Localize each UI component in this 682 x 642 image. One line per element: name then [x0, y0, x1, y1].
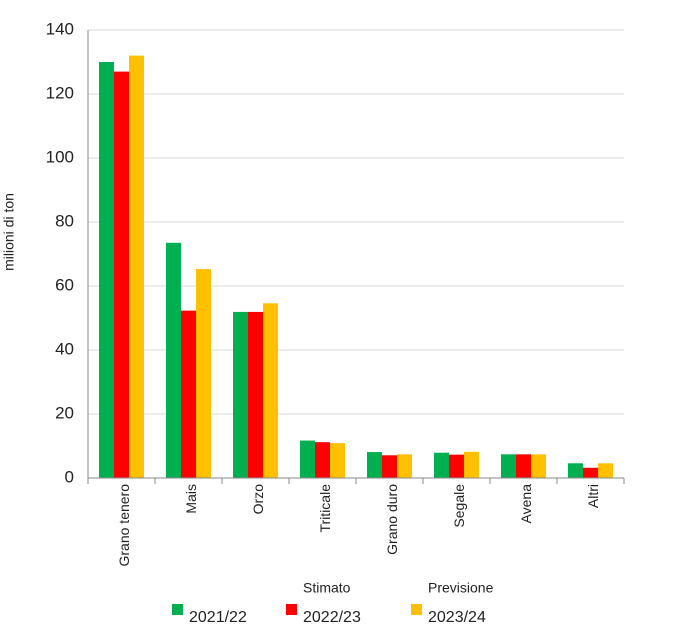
- bar: [315, 442, 330, 478]
- x-tick-label: Mais: [183, 484, 199, 514]
- bar: [330, 443, 345, 478]
- legend-label: 2023/24: [428, 609, 486, 626]
- bar: [367, 452, 382, 478]
- bar: [382, 455, 397, 478]
- legend-label: 2022/23: [303, 609, 361, 626]
- legend-label: 2021/22: [189, 609, 247, 626]
- bar: [99, 62, 114, 478]
- y-axis-label: milioni di ton: [1, 193, 17, 271]
- y-tick-label: 20: [55, 403, 74, 422]
- bar: [464, 451, 479, 478]
- y-tick-label: 60: [55, 275, 74, 294]
- x-tick-label: Grano tenero: [116, 484, 132, 567]
- y-tick-label: 100: [46, 147, 74, 166]
- bar: [501, 454, 516, 478]
- y-tick-label: 140: [46, 19, 74, 38]
- legend-swatch: [411, 604, 422, 615]
- bar: [166, 242, 181, 478]
- y-tick-label: 120: [46, 83, 74, 102]
- bar: [568, 463, 583, 478]
- bar: [598, 463, 613, 478]
- bar: [263, 303, 278, 478]
- bar: [434, 452, 449, 478]
- y-tick-label: 80: [55, 211, 74, 230]
- x-tick-label: Segale: [451, 484, 467, 528]
- bar: [129, 55, 144, 478]
- x-tick-label: Avena: [518, 484, 534, 524]
- x-tick-label: Grano duro: [384, 484, 400, 555]
- bar: [248, 311, 263, 478]
- bar: [397, 454, 412, 478]
- bar: [114, 71, 129, 478]
- x-tick-label: Altri: [585, 484, 601, 508]
- legend-swatch: [286, 604, 297, 615]
- y-tick-label: 40: [55, 339, 74, 358]
- bar: [583, 467, 598, 478]
- x-tick-label: Triticale: [317, 484, 333, 533]
- bar: [181, 310, 196, 478]
- y-tick-label: 0: [65, 467, 74, 486]
- bar: [449, 454, 464, 478]
- bar: [233, 311, 248, 478]
- bar: [531, 454, 546, 478]
- legend-swatch: [172, 604, 183, 615]
- bar: [196, 269, 211, 478]
- bar: [516, 454, 531, 478]
- x-tick-label: Orzo: [250, 484, 266, 515]
- legend-header: Stimato: [303, 580, 351, 596]
- bar: [300, 440, 315, 478]
- legend-header: Previsione: [428, 580, 494, 596]
